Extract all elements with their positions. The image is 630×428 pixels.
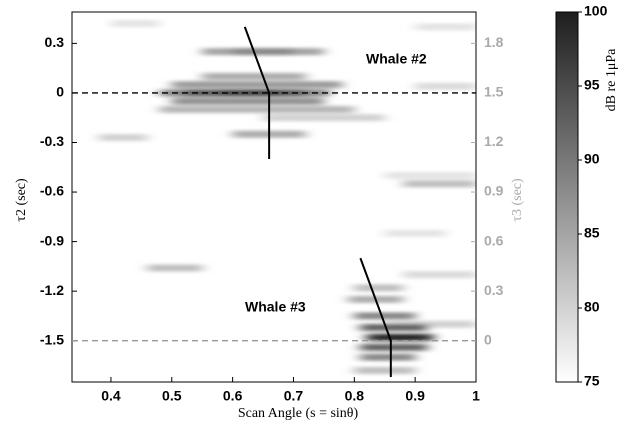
colorbar-tick-label: 90: [584, 151, 600, 167]
heat-cell: [110, 20, 160, 28]
heat-cell: [232, 48, 294, 56]
heat-cell: [415, 23, 476, 31]
y-tick-label: 0.3: [45, 34, 65, 50]
heat-cell: [378, 333, 422, 341]
heat-cell: [360, 343, 428, 351]
y2-tick-label: 1.2: [484, 133, 504, 149]
x-tick-label: 0.4: [101, 388, 121, 404]
y2-tick-label: 0.3: [484, 282, 504, 298]
y-tick-label: 0: [56, 84, 64, 100]
y2-tick-label: 1.8: [484, 34, 504, 50]
heat-cell: [402, 271, 476, 279]
heat-cell: [384, 229, 446, 237]
y-tick-label: -1.5: [40, 331, 64, 347]
colorbar: [555, 11, 579, 383]
y-tick-label: -0.6: [40, 183, 64, 199]
colorbar-tick-label: 75: [584, 373, 600, 389]
colorbar-tick-label: 80: [584, 299, 600, 315]
heat-cell: [171, 81, 343, 89]
x-tick-label: 1: [472, 388, 480, 404]
heat-cell: [147, 264, 203, 272]
colorbar-tick-label: 100: [584, 3, 608, 19]
y-tick-label: -0.3: [40, 133, 64, 149]
annotation: Whale #2: [366, 51, 427, 67]
heat-cell: [98, 134, 148, 142]
heat-cell: [354, 366, 416, 374]
y2-tick-label: 1.5: [484, 84, 504, 100]
heat-cell: [171, 97, 324, 105]
heat-cell: [415, 82, 476, 90]
track-line: [243, 26, 271, 160]
x-axis-label: Scan Angle (s = sinθ): [238, 406, 359, 421]
colorbar-tick-label: 95: [584, 77, 600, 93]
y-tick-label: -0.9: [40, 232, 64, 248]
heat-cell: [360, 353, 416, 361]
x-tick-label: 0.5: [162, 388, 182, 404]
annotation: Whale #3: [245, 299, 306, 315]
heat-cell: [159, 105, 355, 113]
x-tick-label: 0.9: [405, 388, 425, 404]
x-tick-label: 0.6: [223, 388, 243, 404]
track-line: [359, 257, 392, 378]
y-tick-label: -1.2: [40, 282, 64, 298]
colorbar-tick-label: 85: [584, 225, 600, 241]
y2-tick-label: 0.9: [484, 183, 504, 199]
heat-cell: [384, 172, 476, 180]
plot-frame: [71, 11, 477, 383]
heat-cell: [354, 284, 403, 292]
y2-tick-label: 0.6: [484, 232, 504, 248]
y-axis-label: τ2 (sec): [14, 178, 29, 222]
heat-cell: [220, 89, 282, 97]
colorbar-label: dB re 1μPa: [604, 48, 619, 112]
x-tick-label: 0.7: [284, 388, 304, 404]
heat-cell: [202, 72, 306, 80]
x-tick-label: 0.8: [345, 388, 365, 404]
heat-cell: [354, 312, 416, 320]
heat-cell: [263, 114, 385, 122]
y2-tick-label: 0: [484, 331, 492, 347]
y2-axis-label: τ3 (sec): [510, 178, 525, 222]
heat-cell: [384, 320, 476, 328]
heat-cell: [402, 180, 476, 188]
heat-cell: [360, 323, 428, 331]
heatmap: [98, 20, 476, 374]
